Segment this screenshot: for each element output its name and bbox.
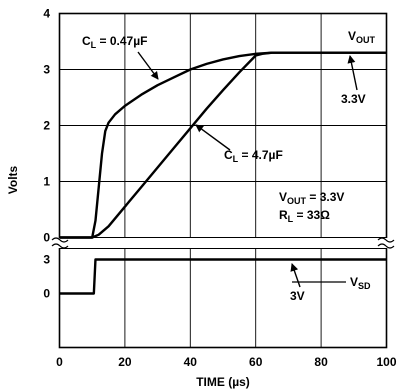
vout-label: VOUT <box>348 29 376 45</box>
series-label-vsd: VSD <box>350 275 371 291</box>
arrow-cl-47 <box>195 124 231 151</box>
grid <box>59 13 387 348</box>
series-line-cl-47 <box>59 51 387 239</box>
plot-frame <box>58 12 388 349</box>
arrow-vsd-level <box>290 263 301 288</box>
condition-rl: RL = 33Ω <box>279 208 330 224</box>
series-label-cl-047: CL = 0.47µF <box>82 34 147 50</box>
x-tick-label: 0 <box>56 355 63 369</box>
x-axis-title: TIME (µs) <box>196 375 250 389</box>
x-tick-label: 80 <box>314 355 328 369</box>
axis-break-mark-right <box>377 237 395 249</box>
vsd-level-label: 3V <box>290 289 305 303</box>
vout-level-label: 3.3V <box>341 92 366 106</box>
y-axis-title: Volts <box>6 165 20 194</box>
condition-vout: VOUT = 3.3V <box>279 190 344 206</box>
y-tick-label-upper: 3 <box>43 63 50 77</box>
axis-break-band <box>48 238 403 248</box>
y-tick-label-upper: 4 <box>43 7 50 21</box>
y-tick-label-lower: 0 <box>43 287 50 301</box>
series-label-cl-47: CL = 4.7µF <box>224 148 283 164</box>
x-tick-label: 60 <box>249 355 263 369</box>
series-group <box>59 51 387 295</box>
x-tick-label: 20 <box>118 355 132 369</box>
arrow-vout-level <box>347 55 358 91</box>
y-tick-label-upper: 1 <box>43 175 50 189</box>
y-tick-label-lower: 3 <box>43 253 50 267</box>
y-tick-label-upper: 2 <box>43 119 50 133</box>
y-tick-label-upper: 0 <box>43 231 50 245</box>
arrow-cl-047 <box>137 51 159 80</box>
axis-break-mark-left <box>51 237 69 249</box>
x-tick-label: 40 <box>184 355 198 369</box>
x-tick-label: 100 <box>376 355 396 369</box>
series-line-vsd <box>59 258 387 295</box>
